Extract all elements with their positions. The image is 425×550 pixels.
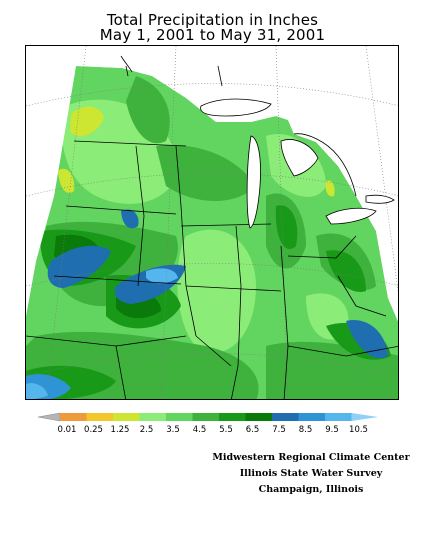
- legend-label: 3.5: [166, 425, 180, 435]
- graticule-lines: [26, 46, 398, 399]
- legend-label: 5.5: [219, 425, 233, 435]
- map-title-line-1: Total Precipitation in Inches: [106, 11, 319, 29]
- no-data-region: [26, 46, 398, 322]
- legend-swatch: [166, 413, 193, 421]
- legend-swatch: [139, 413, 166, 421]
- legend-swatch: [272, 413, 299, 421]
- precipitation-field: [26, 66, 398, 399]
- legend-label: 6.5: [245, 425, 260, 435]
- legend-label: 1.25: [110, 425, 130, 435]
- legend-label: 9.5: [325, 425, 339, 435]
- state-boundaries: [26, 65, 398, 399]
- legend-swatch: [298, 413, 325, 421]
- legend-swatch: [113, 413, 140, 421]
- legend-swatch: [325, 413, 352, 421]
- legend-label: 0.01: [57, 425, 77, 435]
- great-lakes: [200, 98, 395, 229]
- legend-label: 8.5: [298, 425, 313, 435]
- legend-swatch: [192, 413, 219, 421]
- legend-label: 10.5: [349, 425, 368, 435]
- map-title-line-2: May 1, 2001 to May 31, 2001: [99, 26, 326, 44]
- legend-label: 2.5: [139, 425, 154, 435]
- legend-label: 7.5: [272, 425, 286, 435]
- legend-swatch: [245, 413, 272, 421]
- credit-line-1: Midwestern Regional Climate Center: [212, 452, 410, 463]
- legend-swatch: [60, 413, 87, 421]
- legend-swatch: [351, 413, 378, 421]
- legend-below-arrow: [38, 412, 61, 422]
- legend-swatch: [219, 413, 246, 421]
- precipitation-legend: [38, 412, 378, 422]
- coastlines: [120, 55, 357, 197]
- legend-label: 4.5: [192, 425, 207, 435]
- precipitation-map: [25, 45, 399, 400]
- legend-swatch: [86, 413, 113, 421]
- credit-line-3: Champaign, Illinois: [258, 484, 364, 495]
- legend-label: 0.25: [84, 425, 103, 435]
- credit-line-2: Illinois State Water Survey: [239, 468, 383, 479]
